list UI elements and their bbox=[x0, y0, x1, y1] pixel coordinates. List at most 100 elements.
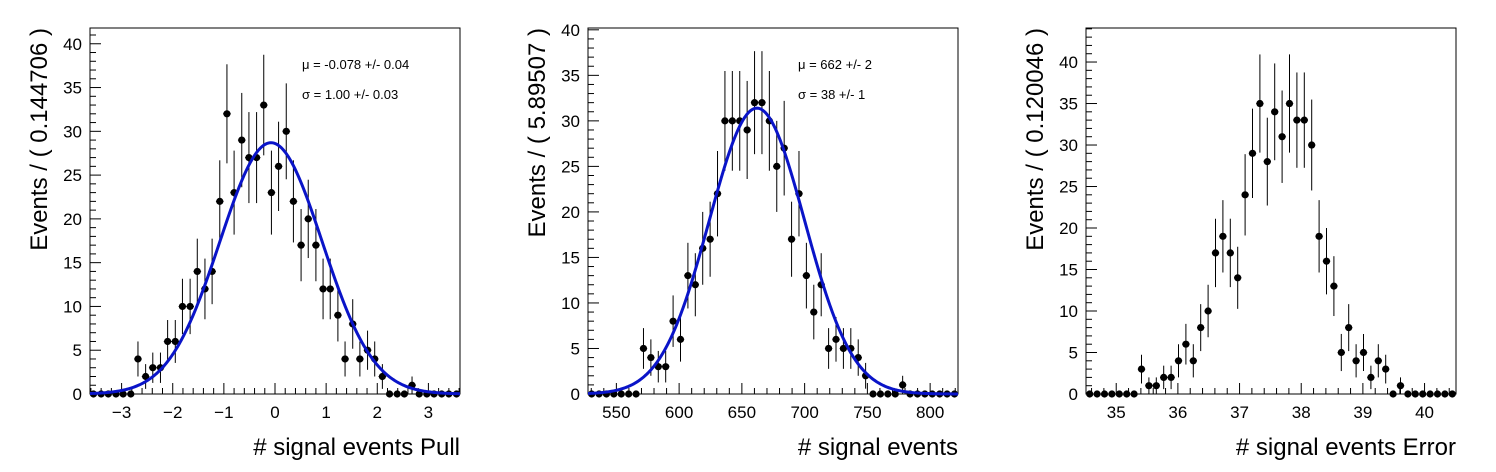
y-tick-label: 40 bbox=[63, 35, 82, 54]
data-point bbox=[186, 302, 194, 311]
data-point bbox=[639, 344, 648, 353]
y-tick-label: 20 bbox=[1059, 219, 1078, 238]
plot-frame bbox=[587, 27, 959, 395]
data-point bbox=[274, 162, 283, 170]
y-tick-label: 15 bbox=[1059, 261, 1078, 280]
y-tick-label: 20 bbox=[561, 203, 580, 222]
plot-frame bbox=[89, 27, 461, 395]
y-tick-label: 20 bbox=[63, 210, 82, 229]
x-tick-label: 750 bbox=[853, 403, 881, 422]
data-point bbox=[1367, 373, 1375, 382]
data-point bbox=[282, 127, 290, 135]
y-tick-label: 10 bbox=[561, 294, 580, 313]
y-axis-title: Events / ( 0.144706 ) bbox=[26, 28, 53, 251]
data-point bbox=[832, 335, 840, 343]
data-point bbox=[625, 390, 633, 398]
x-tick-label: −2 bbox=[163, 403, 182, 422]
data-point bbox=[1241, 191, 1249, 199]
data-point bbox=[1130, 390, 1138, 398]
y-tick-label: 30 bbox=[561, 112, 580, 131]
data-point bbox=[1426, 390, 1434, 398]
fit-mean-label: μ = 662 +/- 2 bbox=[798, 57, 872, 72]
data-point bbox=[773, 162, 781, 170]
x-tick-label: 800 bbox=[916, 403, 944, 422]
data-point bbox=[1359, 348, 1368, 357]
x-tick-label: 37 bbox=[1230, 403, 1249, 422]
data-point bbox=[1226, 249, 1234, 257]
data-point bbox=[706, 235, 714, 243]
data-point bbox=[1093, 390, 1101, 398]
data-point bbox=[721, 117, 729, 125]
data-point bbox=[127, 390, 135, 398]
y-tick-label: 25 bbox=[1059, 178, 1078, 197]
data-point bbox=[1108, 390, 1116, 398]
data-point bbox=[1256, 99, 1264, 108]
fit-sigma-label: σ = 38 +/- 1 bbox=[798, 87, 865, 102]
data-point bbox=[297, 241, 305, 249]
data-point bbox=[1352, 357, 1360, 365]
x-tick-label: 600 bbox=[665, 403, 693, 422]
y-tick-label: 0 bbox=[1069, 385, 1078, 404]
y-axis-title: Events / ( 5.89507 ) bbox=[524, 28, 551, 237]
data-point bbox=[1441, 390, 1449, 398]
x-axis-title: # signal events Pull bbox=[253, 434, 460, 461]
y-tick-label: 25 bbox=[561, 157, 580, 176]
data-point bbox=[1345, 324, 1353, 332]
x-tick-label: 35 bbox=[1107, 403, 1126, 422]
y-tick-label: 35 bbox=[561, 66, 580, 85]
x-axis-title: # signal events Error bbox=[1236, 434, 1456, 461]
data-point bbox=[743, 126, 751, 134]
x-tick-label: 0 bbox=[270, 403, 279, 422]
data-point bbox=[1137, 365, 1146, 373]
data-point bbox=[1204, 307, 1212, 315]
data-point bbox=[750, 99, 759, 107]
data-point bbox=[1115, 390, 1123, 398]
y-tick-label: 5 bbox=[1069, 344, 1078, 363]
plot-frame bbox=[1085, 27, 1457, 395]
y-tick-label: 35 bbox=[63, 79, 82, 98]
x-tick-label: −3 bbox=[112, 403, 131, 422]
y-tick-label: 15 bbox=[63, 254, 82, 273]
data-point bbox=[891, 390, 899, 398]
plot-pull: 0 5 10 15 20 25 30 35 40 −3 −2 −1 0 1 2 3 # signal event… bbox=[26, 27, 461, 461]
data-point bbox=[1448, 390, 1456, 398]
x-tick-label: 650 bbox=[728, 403, 756, 422]
y-tick-label: 40 bbox=[1059, 53, 1078, 72]
data-point bbox=[839, 344, 848, 353]
x-tick-label: 700 bbox=[790, 403, 818, 422]
data-point bbox=[1330, 282, 1338, 290]
data-point bbox=[758, 99, 766, 107]
data-point bbox=[1174, 357, 1183, 365]
x-tick-label: 40 bbox=[1415, 403, 1434, 422]
y-tick-label: 25 bbox=[63, 166, 82, 185]
x-axis-title: # signal events bbox=[798, 434, 958, 461]
data-point bbox=[884, 390, 892, 398]
data-point bbox=[1433, 390, 1442, 398]
data-point bbox=[1263, 158, 1271, 166]
data-point bbox=[1123, 390, 1131, 398]
data-point bbox=[1315, 232, 1323, 240]
y-tick-label: 0 bbox=[571, 385, 580, 404]
y-tick-label: 0 bbox=[73, 385, 82, 404]
data-point bbox=[876, 390, 885, 398]
x-tick-label: 39 bbox=[1353, 403, 1372, 422]
data-point bbox=[632, 390, 640, 398]
fit-curve bbox=[587, 106, 958, 396]
data-point bbox=[1189, 357, 1197, 365]
data-point bbox=[171, 337, 179, 346]
data-point bbox=[676, 335, 685, 343]
y-tick-label: 5 bbox=[571, 339, 580, 358]
data-point bbox=[1382, 365, 1390, 373]
x-tick-label: 3 bbox=[424, 403, 433, 422]
data-point bbox=[164, 337, 172, 346]
data-point bbox=[1293, 116, 1301, 124]
data-point bbox=[400, 390, 408, 398]
data-point bbox=[378, 372, 386, 381]
data-point bbox=[1404, 390, 1412, 398]
x-tick-label: 36 bbox=[1168, 403, 1187, 422]
data-point bbox=[142, 372, 150, 381]
plot-signal-events-error: 0 5 10 15 20 25 30 35 40 35 36 37 38 39 40 # signal eve… bbox=[1022, 27, 1457, 461]
data-point bbox=[216, 197, 224, 205]
data-point bbox=[223, 110, 231, 118]
data-point bbox=[1300, 116, 1308, 124]
